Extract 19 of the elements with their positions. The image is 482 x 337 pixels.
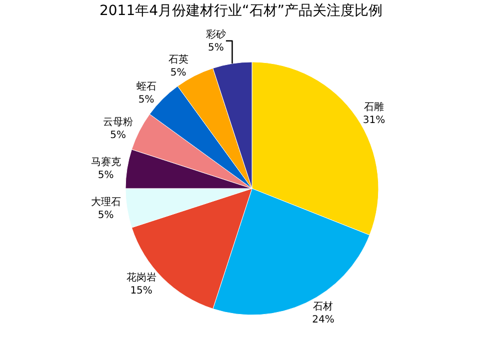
data-label: 5%: [110, 130, 126, 141]
slice-label: 大理石: [90, 196, 121, 208]
data-label: 15%: [130, 286, 152, 297]
slice-label: 云母粉: [103, 116, 134, 128]
data-label: 5%: [170, 67, 186, 78]
slice-label: 石英: [168, 53, 188, 66]
data-label: 5%: [98, 210, 114, 222]
data-label: 24%: [312, 314, 334, 326]
slice-label: 花岗岩: [126, 272, 156, 284]
slice-label: 马赛克: [90, 156, 121, 168]
slice-label: 蛭石: [136, 80, 156, 92]
data-label: 5%: [98, 170, 114, 181]
slice-label: 彩砂: [206, 28, 226, 40]
data-label: 5%: [138, 94, 154, 106]
chart-title: 2011年4月份建材行业“石材”产品关注度比例: [99, 2, 383, 19]
slice-label: 石材: [313, 300, 334, 313]
data-label: 31%: [362, 114, 386, 126]
slice-label: 石雕: [364, 100, 384, 113]
data-label: 5%: [208, 42, 224, 54]
